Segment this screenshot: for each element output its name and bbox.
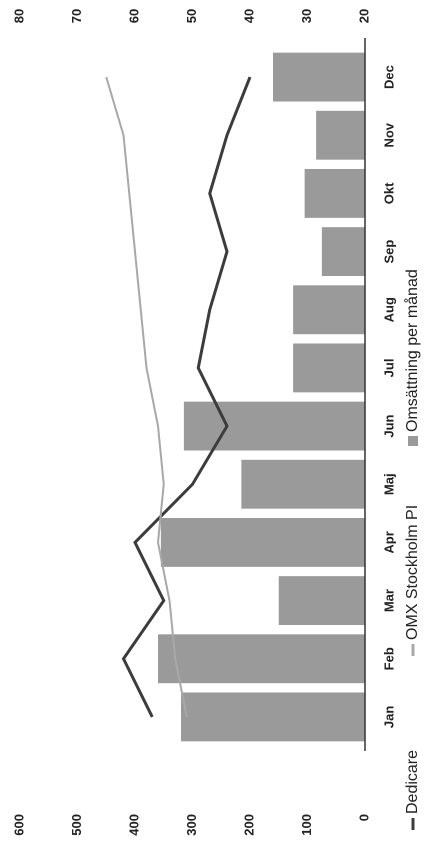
x-tick-label: Okt [381, 182, 396, 204]
bar [183, 401, 365, 451]
y2-tick-label: 50 [184, 9, 199, 23]
y-tick-label: 400 [126, 814, 141, 836]
bar [316, 110, 365, 160]
line-series [105, 76, 188, 718]
x-tick-label: Jul [381, 359, 396, 378]
bar [273, 52, 365, 102]
legend-swatch [408, 436, 418, 446]
legend-label: OMX Stockholm PI [404, 505, 421, 640]
bar [293, 285, 365, 335]
x-tick-label: Dec [381, 65, 396, 89]
legend-label: Dedicare [404, 750, 421, 814]
x-tick-label: Aug [381, 297, 396, 322]
x-tick-label: Nov [381, 122, 396, 147]
bar [293, 343, 365, 393]
bar [158, 634, 365, 684]
x-tick-label: Jun [381, 414, 396, 437]
line-series [121, 76, 252, 718]
y2-tick-label: 30 [299, 9, 314, 23]
bar [160, 517, 365, 567]
y2-tick-label: 20 [356, 9, 371, 23]
y-tick-label: 500 [69, 814, 84, 836]
y-tick-label: 200 [241, 814, 256, 836]
rotated-chart: 0 100 200 300 400 500 600 20 30 40 50 60 70 80 Jan Feb M… [11, 9, 421, 836]
x-tick-label: Maj [381, 473, 396, 495]
x-tick-label: Mar [381, 589, 396, 612]
bar [181, 692, 365, 742]
bar [241, 459, 365, 509]
y-tick-label: 300 [184, 814, 199, 836]
y2-tick-label: 80 [11, 9, 26, 23]
x-tick-label: Feb [381, 647, 396, 670]
bar [321, 227, 365, 277]
legend-label: Omsättning per månad [403, 269, 421, 432]
y2-tick-label: 60 [126, 9, 141, 23]
y-tick-label: 100 [299, 814, 314, 836]
y-tick-label: 600 [11, 814, 26, 836]
bar [304, 168, 365, 218]
y-tick-label: 0 [356, 814, 371, 821]
x-tick-label: Apr [381, 531, 396, 553]
y2-tick-label: 70 [69, 9, 84, 23]
x-tick-label: Sep [381, 240, 396, 264]
y2-tick-label: 40 [241, 9, 256, 23]
x-tick-label: Jan [381, 706, 396, 728]
bar [278, 576, 365, 626]
